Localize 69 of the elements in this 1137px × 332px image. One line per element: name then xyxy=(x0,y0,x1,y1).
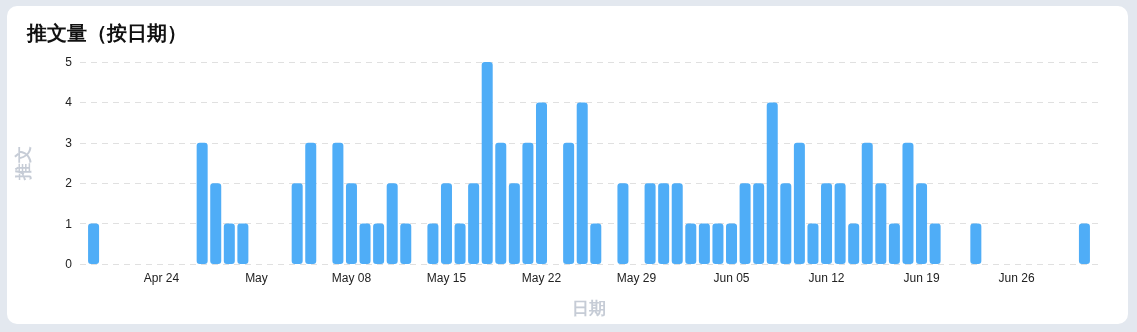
bar xyxy=(590,223,602,264)
bar xyxy=(522,142,534,264)
x-tick-label: Jun 26 xyxy=(998,271,1035,285)
bar xyxy=(440,183,452,264)
bar xyxy=(848,223,860,264)
bar xyxy=(644,183,656,264)
x-tick-label: May 29 xyxy=(616,271,657,285)
bar xyxy=(373,223,385,264)
bar xyxy=(535,102,547,264)
bar xyxy=(495,142,507,264)
bar xyxy=(563,142,575,264)
y-tick-label: 5 xyxy=(65,55,73,69)
bar xyxy=(400,223,412,264)
bar xyxy=(834,183,846,264)
y-tick-label: 0 xyxy=(65,257,73,271)
bar xyxy=(345,183,357,264)
x-tick-label: Jun 05 xyxy=(713,271,750,285)
bar xyxy=(223,223,235,264)
bar xyxy=(807,223,819,264)
x-axis-title: 日期 xyxy=(572,299,606,318)
bar xyxy=(305,142,317,264)
bar xyxy=(332,142,344,264)
y-tick-label: 4 xyxy=(65,95,73,110)
bar xyxy=(359,223,371,264)
bar xyxy=(753,183,765,264)
bar xyxy=(916,183,928,264)
bar xyxy=(726,223,738,264)
x-tick-label: Jun 12 xyxy=(808,271,845,285)
bar xyxy=(888,223,900,264)
x-tick-label: May xyxy=(245,271,268,285)
bar xyxy=(481,62,493,264)
bar xyxy=(237,223,249,264)
bar xyxy=(861,142,873,264)
bar xyxy=(902,142,914,264)
bar xyxy=(685,223,697,264)
bar xyxy=(617,183,629,264)
bar xyxy=(780,183,792,264)
bar xyxy=(658,183,670,264)
y-tick-label: 1 xyxy=(65,216,73,231)
bar xyxy=(739,183,751,264)
bar xyxy=(875,183,887,264)
chart-title: 推文量（按日期） xyxy=(27,20,187,47)
x-tick-label: May 15 xyxy=(426,271,467,285)
bar xyxy=(929,223,941,264)
y-tick-label: 2 xyxy=(65,176,73,191)
bar xyxy=(508,183,520,264)
x-tick-label: May 08 xyxy=(331,271,372,285)
bar xyxy=(821,183,833,264)
x-tick-label: May 22 xyxy=(521,271,562,285)
bar xyxy=(88,223,100,264)
bar xyxy=(712,223,724,264)
bar xyxy=(671,183,683,264)
bar xyxy=(468,183,480,264)
bar xyxy=(793,142,805,264)
bar xyxy=(386,183,398,264)
bar xyxy=(196,142,208,264)
bar xyxy=(454,223,466,264)
bar xyxy=(291,183,303,264)
y-tick-label: 3 xyxy=(65,135,73,150)
bar xyxy=(427,223,439,264)
bar xyxy=(210,183,222,264)
bar xyxy=(576,102,588,264)
y-axis-title: 推文 xyxy=(14,146,33,181)
bar xyxy=(970,223,982,264)
bar xyxy=(1078,223,1090,264)
bar xyxy=(698,223,710,264)
x-tick-label: Apr 24 xyxy=(143,271,180,285)
x-tick-label: Jun 19 xyxy=(903,271,940,285)
bar xyxy=(766,102,778,264)
